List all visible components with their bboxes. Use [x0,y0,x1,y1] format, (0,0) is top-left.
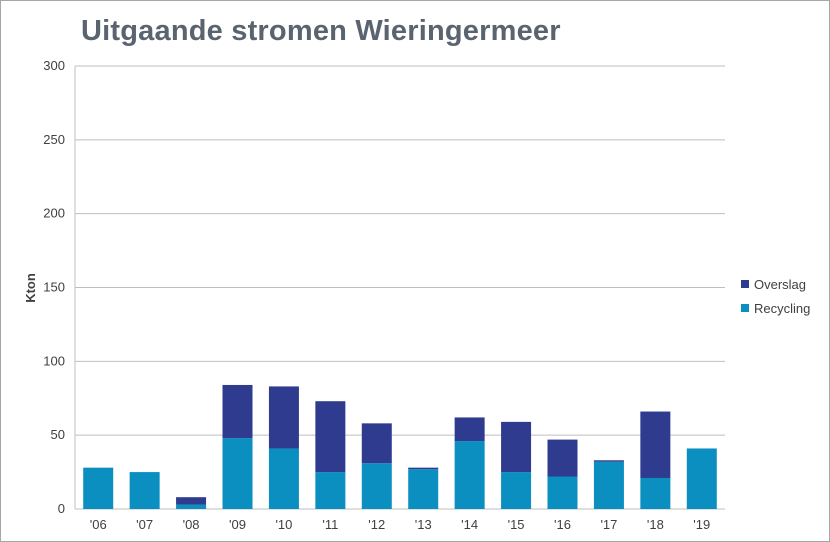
x-tick-label: '12 [368,517,385,532]
bar-recycling [176,504,207,509]
y-tick-label: 200 [43,206,65,221]
bar-overslag [454,417,485,442]
bar-recycling [686,448,717,509]
x-tick-label: '13 [415,517,432,532]
x-tick-label: '11 [322,517,338,532]
y-axis-label: Kton [23,273,38,303]
x-tick-label: '18 [647,517,664,532]
bars [83,384,717,509]
x-tick-label: '19 [693,517,710,532]
x-tick-label: '14 [461,517,478,532]
bar-overslag [408,467,439,470]
chart-title: Uitgaande stromen Wieringermeer [81,15,561,47]
bar-recycling [501,472,532,509]
bar-recycling [129,472,160,509]
x-tick-label: '09 [229,517,246,532]
bar-recycling [222,438,253,509]
legend-label-recycling: Recycling [754,301,810,316]
x-tick-label: '15 [508,517,525,532]
bar-overslag [361,423,392,464]
legend-label-overslag: Overslag [754,277,806,292]
bar-overslag [501,421,532,473]
bar-recycling [547,476,578,509]
bar-overslag [593,460,624,462]
bar-recycling [640,477,671,509]
x-tick-label: '17 [600,517,617,532]
bar-overslag [315,401,346,473]
bar-overslag [268,386,299,449]
bar-overslag [547,439,578,477]
y-tick-label: 150 [43,280,65,295]
y-tick-label: 300 [43,58,65,73]
bar-recycling [593,461,624,509]
grid-lines [74,65,725,510]
bar-recycling [315,472,346,509]
legend-swatch-recycling [741,304,749,312]
x-tick-label: '07 [136,517,153,532]
legend: Overslag Recycling [741,277,810,316]
x-axis-ticks: '06 '07 '08 '09 '10 '11 '12 '13 '14 '15 '16 '17 '18 '… [90,517,711,532]
x-tick-label: '08 [183,517,200,532]
x-tick-label: '16 [554,517,571,532]
bar-recycling [454,441,485,509]
y-tick-label: 50 [51,427,65,442]
bar-recycling [83,467,114,509]
bar-overslag [176,497,207,505]
bar-recycling [361,463,392,509]
bar-overslag [222,384,253,439]
y-tick-label: 0 [58,501,65,516]
y-tick-label: 250 [43,132,65,147]
bar-recycling [268,448,299,509]
x-tick-label: '06 [90,517,107,532]
bar-overslag [640,411,671,478]
y-tick-label: 100 [43,353,65,368]
bar-recycling [408,469,439,509]
legend-swatch-overslag [741,280,749,288]
x-tick-label: '10 [275,517,292,532]
y-axis-ticks: 0 50 100 150 200 250 300 [43,58,65,516]
